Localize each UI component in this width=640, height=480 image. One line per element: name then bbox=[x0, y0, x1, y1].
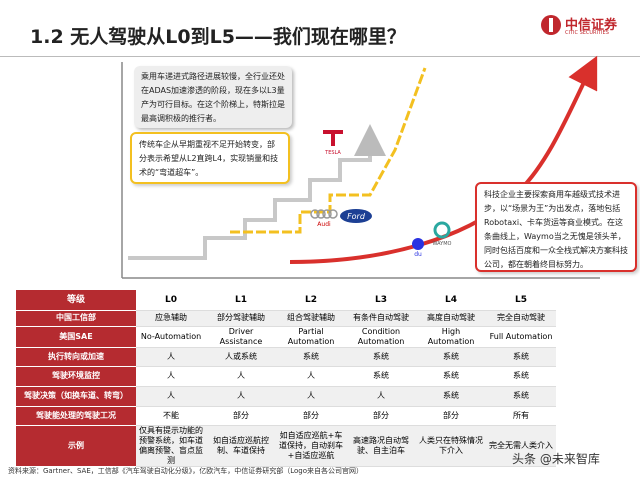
row-label: 驾驶能处理的驾驶工况 bbox=[16, 406, 136, 426]
table-row: 驾驶决策（如换车道、转弯）人人人人系统 系统 bbox=[16, 386, 556, 407]
ford-logo: Ford bbox=[347, 212, 366, 221]
cell: Condition Automation bbox=[346, 326, 416, 348]
cell: 部分 bbox=[416, 406, 486, 426]
cell: 人 bbox=[276, 366, 346, 387]
cell: L0 bbox=[136, 290, 206, 311]
cell: 系统 bbox=[486, 366, 556, 387]
cell: Driver Assistance bbox=[206, 326, 276, 348]
cell: 所有 bbox=[486, 406, 556, 426]
table-row: 美国SAE No-Automation Driver Assistance Parti… bbox=[16, 326, 556, 348]
waymo-logo: WAYMO bbox=[432, 241, 451, 247]
cell: 人 bbox=[346, 386, 416, 407]
cell: 系统 bbox=[346, 347, 416, 367]
cell: 部分 bbox=[276, 406, 346, 426]
header-row: 等级 L0 L1 L2 L3 L4 L5 bbox=[16, 290, 556, 311]
callout-passenger: 乘用车递进式路径进展较慢，全行业还处在ADAS加速渗透的阶段，现在多以L3量产为… bbox=[134, 66, 292, 128]
divider bbox=[0, 56, 640, 57]
cell: L1 bbox=[206, 290, 276, 311]
cell: 部分 bbox=[346, 406, 416, 426]
level-table: 等级 L0 L1 L2 L3 L4 L5 中国工信部 应急辅助 部分驾驶辅助 组合驾驶辅助 有条件自动… bbox=[16, 290, 556, 467]
callout-traditional: 传统车企从早期重视不足开始转变，部分表示希望从L2直跨L4，实现销量和技术的“弯… bbox=[130, 132, 290, 184]
cell: 人 bbox=[206, 386, 276, 407]
cell: 高速路况自动驾驶、自主泊车 bbox=[346, 425, 416, 467]
row-label: 中国工信部 bbox=[16, 310, 136, 327]
watermark: 头条 @未来智库 bbox=[512, 452, 600, 466]
slide-title: 1.2 无人驾驶从L0到L5——我们现在哪里？ bbox=[30, 26, 406, 48]
row-label: 驾驶环境监控 bbox=[16, 366, 136, 387]
cell: 系统 bbox=[416, 347, 486, 367]
row-label: 示例 bbox=[16, 425, 136, 467]
cell: 系统 bbox=[416, 386, 486, 407]
cell: 系统 bbox=[416, 366, 486, 387]
cell: 系统 bbox=[486, 386, 556, 407]
cell: L3 bbox=[346, 290, 416, 311]
table-row: 驾驶能处理的驾驶工况 不能 部分 部分 部分 部分 所有 bbox=[16, 406, 556, 426]
cell: L2 bbox=[276, 290, 346, 311]
cell: 部分 bbox=[206, 406, 276, 426]
row-label: 等级 bbox=[16, 290, 136, 311]
cell: High Automation bbox=[416, 326, 486, 348]
cell: 不能 bbox=[136, 406, 206, 426]
cell: 仅具有提示功能的预警系统，如车道偏离预警、盲点监测 bbox=[136, 425, 206, 467]
cell: 系统 bbox=[276, 347, 346, 367]
cell: 如自适应巡航控制、车道保持 bbox=[206, 425, 276, 467]
cell: 高度自动驾驶 bbox=[416, 310, 486, 327]
baidu-logo: du bbox=[414, 251, 422, 258]
cell: 人 bbox=[136, 347, 206, 367]
table-row: 驾驶环境监控人人人系统 系统 系统 bbox=[16, 366, 556, 387]
row-label: 美国SAE bbox=[16, 326, 136, 348]
cell: 完全自动驾驶 bbox=[486, 310, 556, 327]
cell: No-Automation bbox=[136, 326, 206, 348]
logo-name: 中信证券 bbox=[565, 18, 618, 33]
cell: 人或系统 bbox=[206, 347, 276, 367]
cell: 系统 bbox=[486, 347, 556, 367]
cell: 人 bbox=[136, 386, 206, 407]
cell: 部分驾驶辅助 bbox=[206, 310, 276, 327]
logo-en: CITIC SECURITIES bbox=[565, 30, 609, 36]
cell: 如自适应巡航+车道保持，自动刹车+自适应巡航 bbox=[276, 425, 346, 467]
cell: 人 bbox=[276, 386, 346, 407]
row-label: 驾驶决策（如换车道、转弯） bbox=[16, 386, 136, 407]
cell: 人 bbox=[206, 366, 276, 387]
cell: 有条件自动驾驶 bbox=[346, 310, 416, 327]
cell: 完全无需人类介入 bbox=[486, 425, 556, 467]
table-row: 中国工信部 应急辅助 部分驾驶辅助 组合驾驶辅助 有条件自动驾驶 高度自动驾驶 完全自动驾驶 bbox=[16, 310, 556, 327]
cell: 应急辅助 bbox=[136, 310, 206, 327]
cell: L5 bbox=[486, 290, 556, 311]
cell: 人 bbox=[136, 366, 206, 387]
table-row: 执行转向或加速人人或系统 系统 系统 系统 系统 bbox=[16, 347, 556, 367]
cell: 组合驾驶辅助 bbox=[276, 310, 346, 327]
cell: Partial Automation bbox=[276, 326, 346, 348]
cell: 系统 bbox=[346, 366, 416, 387]
cell: L4 bbox=[416, 290, 486, 311]
logo-icon bbox=[541, 15, 561, 35]
callout-tech: 科技企业主要探索商用车越级式技术进步，以“场景为王”为出发点，落地包括Robot… bbox=[475, 182, 637, 272]
audi-logo: Audi bbox=[317, 221, 331, 228]
table-row: 示例 仅具有提示功能的预警系统，如车道偏离预警、盲点监测 如自适应巡航控制、车道保持… bbox=[16, 425, 556, 467]
tesla-logo: TESLA bbox=[324, 150, 341, 156]
cell: 人类只在特殊情况下介入 bbox=[416, 425, 486, 467]
row-label: 执行转向或加速 bbox=[16, 347, 136, 367]
cell: Full Automation bbox=[486, 326, 556, 348]
source: 资料来源：Gartner、SAE，工信部《汽车驾驶自动化分级》，亿欧汽车，中信证… bbox=[8, 467, 364, 475]
